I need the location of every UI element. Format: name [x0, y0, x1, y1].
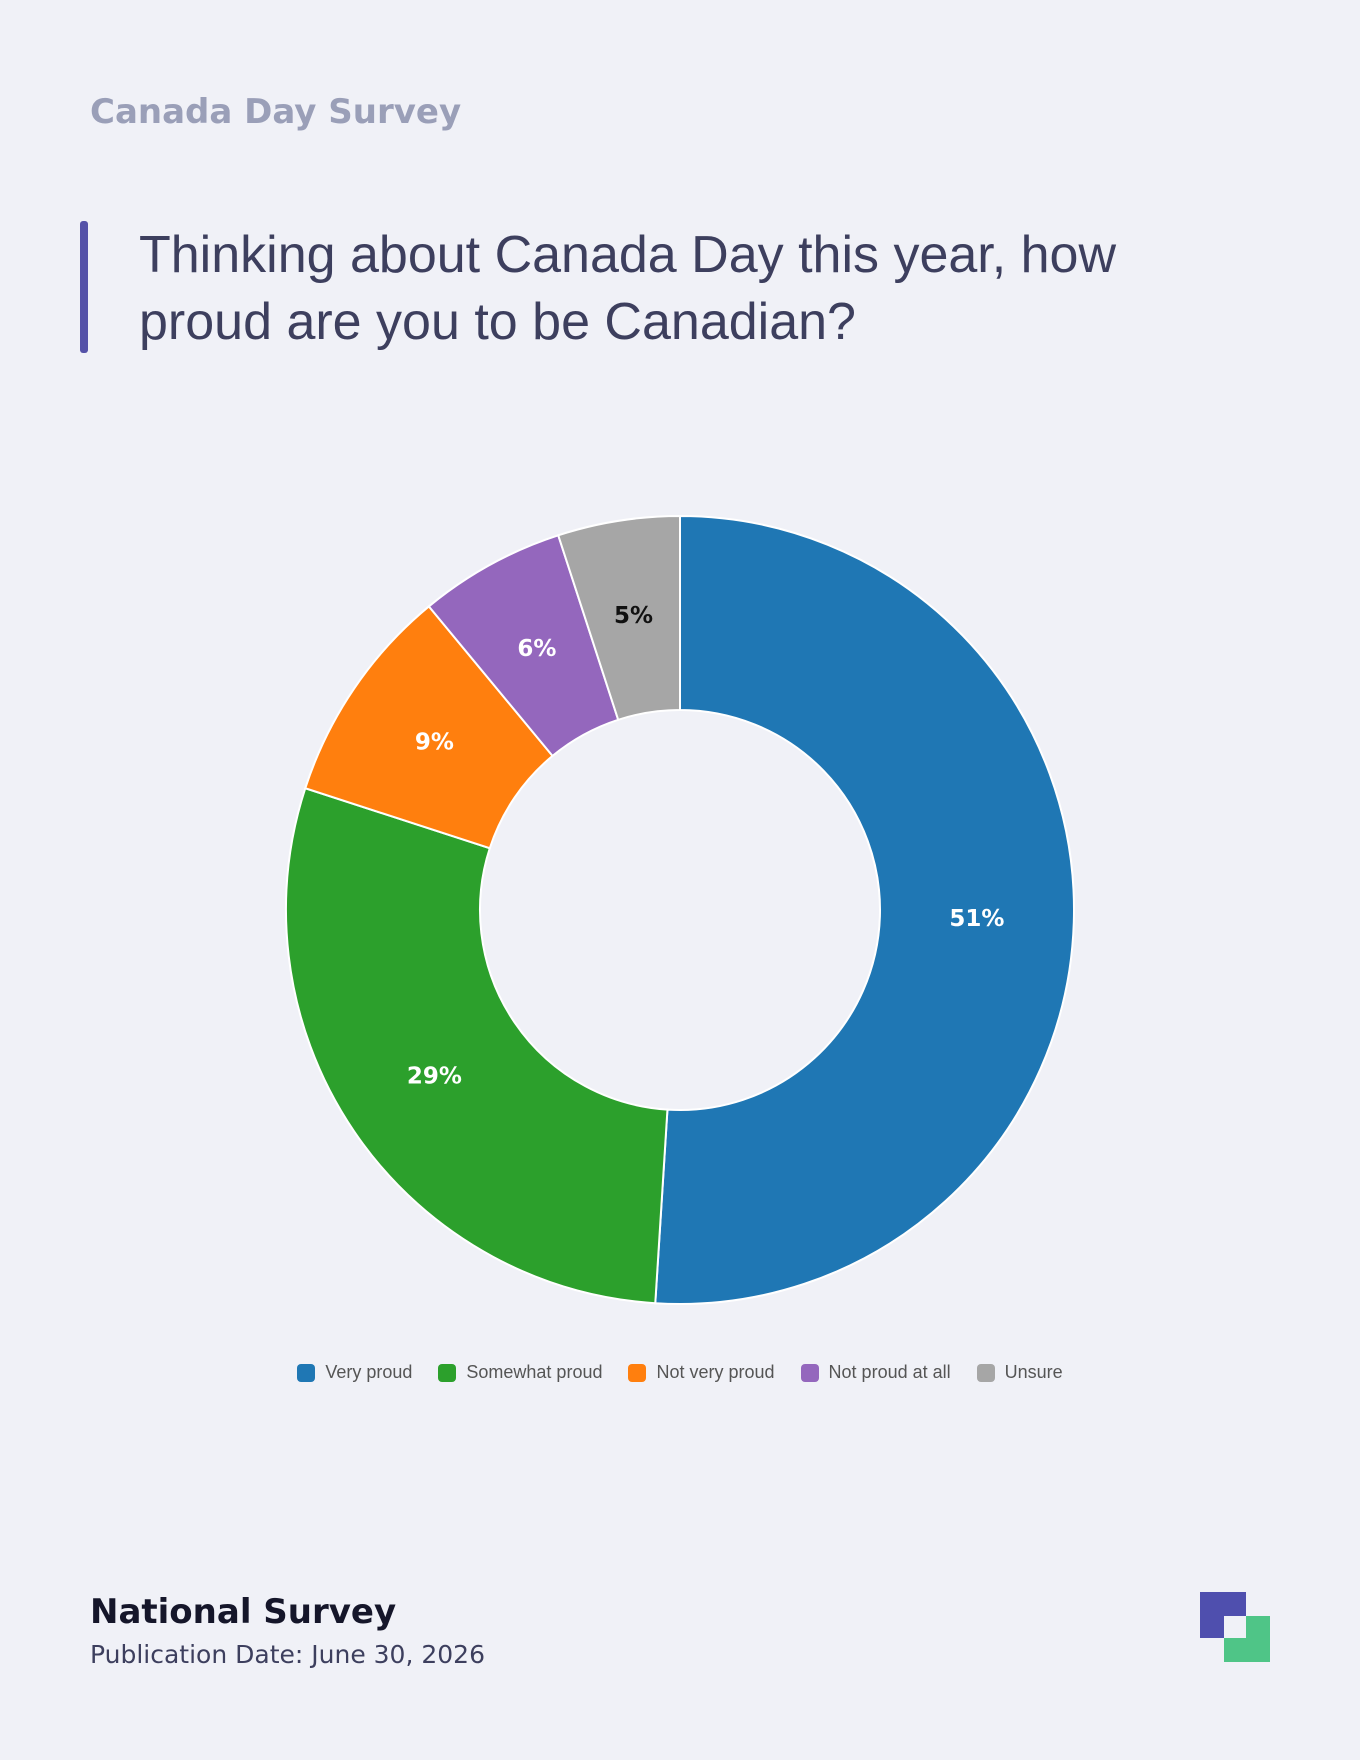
header-title: Canada Day Survey: [90, 92, 462, 132]
data-label: 9%: [415, 730, 454, 756]
chart: 51% 29% 9% 6% 5%: [285, 514, 1076, 1305]
slice: [654, 514, 1076, 1305]
logo: [1200, 1592, 1270, 1662]
legend: Very proud Somewhat proud Not very proud No…: [0, 1362, 1360, 1383]
footer-subtitle: Publication Date: June 30, 2026: [90, 1640, 485, 1669]
legend-label: Not very proud: [656, 1362, 775, 1382]
legend-swatch: [297, 1363, 316, 1382]
legend-label: Not proud at all: [828, 1362, 951, 1382]
footer-title: National Survey: [90, 1592, 397, 1632]
data-label: 5%: [614, 603, 653, 629]
slice: [556, 514, 681, 722]
legend-item: Somewhat proud: [438, 1362, 602, 1383]
legend-swatch: [800, 1363, 819, 1382]
data-label: 51%: [949, 906, 1004, 932]
accent-bar: [80, 221, 88, 353]
legend-item: Unsure: [976, 1362, 1063, 1383]
chart-title: Thinking about Canada Day this year, how…: [139, 226, 1117, 351]
legend-item: Not proud at all: [800, 1362, 951, 1383]
legend-swatch: [438, 1363, 457, 1382]
data-label: 29%: [407, 1063, 462, 1089]
legend-item: Very proud: [297, 1362, 412, 1383]
data-label: 6%: [517, 636, 556, 662]
legend-swatch: [976, 1363, 995, 1382]
legend-label: Somewhat proud: [466, 1362, 603, 1382]
logo-gap: [1224, 1616, 1246, 1638]
legend-label: Unsure: [1004, 1362, 1063, 1382]
legend-swatch: [628, 1363, 647, 1382]
legend-label: Very proud: [325, 1362, 413, 1382]
slice: [285, 786, 669, 1305]
legend-item: Not very proud: [628, 1362, 775, 1383]
